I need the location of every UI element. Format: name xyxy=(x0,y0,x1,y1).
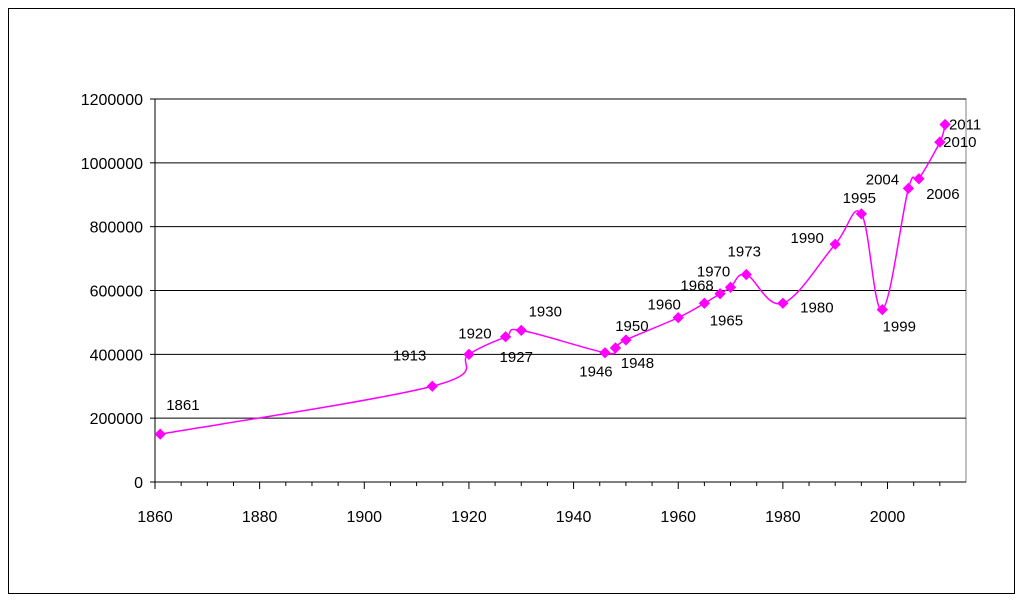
data-point xyxy=(714,288,726,300)
data-label: 1946 xyxy=(579,364,612,381)
data-point xyxy=(829,238,841,250)
data-point xyxy=(724,281,737,293)
y-tick-label: 600000 xyxy=(90,284,143,301)
data-label: 1970 xyxy=(697,263,730,280)
data-label: 1960 xyxy=(648,297,681,314)
y-tick-label: 1200000 xyxy=(81,92,143,109)
data-point xyxy=(515,324,527,337)
data-point xyxy=(620,334,632,346)
x-tick-label: 1920 xyxy=(451,509,487,526)
data-point xyxy=(855,208,868,220)
data-label: 1980 xyxy=(800,299,833,316)
data-label: 1920 xyxy=(458,325,491,342)
data-point xyxy=(599,347,611,359)
data-label: 1999 xyxy=(883,319,916,336)
data-point xyxy=(740,268,752,281)
data-label: 1950 xyxy=(615,318,648,335)
data-point xyxy=(913,173,925,185)
series-line xyxy=(160,124,946,435)
y-tick-label: 200000 xyxy=(90,411,143,428)
x-tick-label: 2000 xyxy=(870,509,906,526)
data-label: 1913 xyxy=(393,347,426,364)
data-label: 2010 xyxy=(943,134,976,151)
data-point xyxy=(698,297,711,309)
data-point xyxy=(426,380,438,392)
x-tick-label: 1860 xyxy=(137,509,173,526)
data-point xyxy=(672,311,684,324)
data-label: 2011 xyxy=(949,117,981,134)
x-tick-label: 1940 xyxy=(556,509,592,526)
data-point xyxy=(876,303,888,316)
data-point xyxy=(609,342,622,354)
data-point xyxy=(934,136,946,148)
data-label: 1927 xyxy=(500,349,533,366)
x-tick-label: 1880 xyxy=(242,509,278,526)
data-point xyxy=(463,348,475,360)
y-tick-label: 1000000 xyxy=(81,156,143,173)
y-tick-label: 0 xyxy=(134,475,143,492)
data-label: 2004 xyxy=(866,171,899,188)
data-point xyxy=(499,331,512,343)
x-tick-label: 1900 xyxy=(346,509,382,526)
y-tick-label: 800000 xyxy=(90,220,143,237)
data-label: 1973 xyxy=(728,244,761,261)
data-label: 1968 xyxy=(680,278,713,295)
data-point xyxy=(777,297,789,309)
data-label: 1861 xyxy=(166,397,199,414)
data-label: 1948 xyxy=(621,355,654,372)
data-point xyxy=(902,182,915,195)
data-label: 1990 xyxy=(791,230,824,247)
data-label: 2006 xyxy=(926,186,959,203)
data-label: 1995 xyxy=(843,190,876,207)
x-tick-label: 1960 xyxy=(660,509,696,526)
x-tick-label: 1980 xyxy=(765,509,801,526)
data-label: 1965 xyxy=(710,312,743,329)
data-point xyxy=(154,428,166,440)
y-tick-label: 400000 xyxy=(90,347,143,364)
data-label: 1930 xyxy=(529,303,562,320)
chart-frame xyxy=(8,8,1015,594)
